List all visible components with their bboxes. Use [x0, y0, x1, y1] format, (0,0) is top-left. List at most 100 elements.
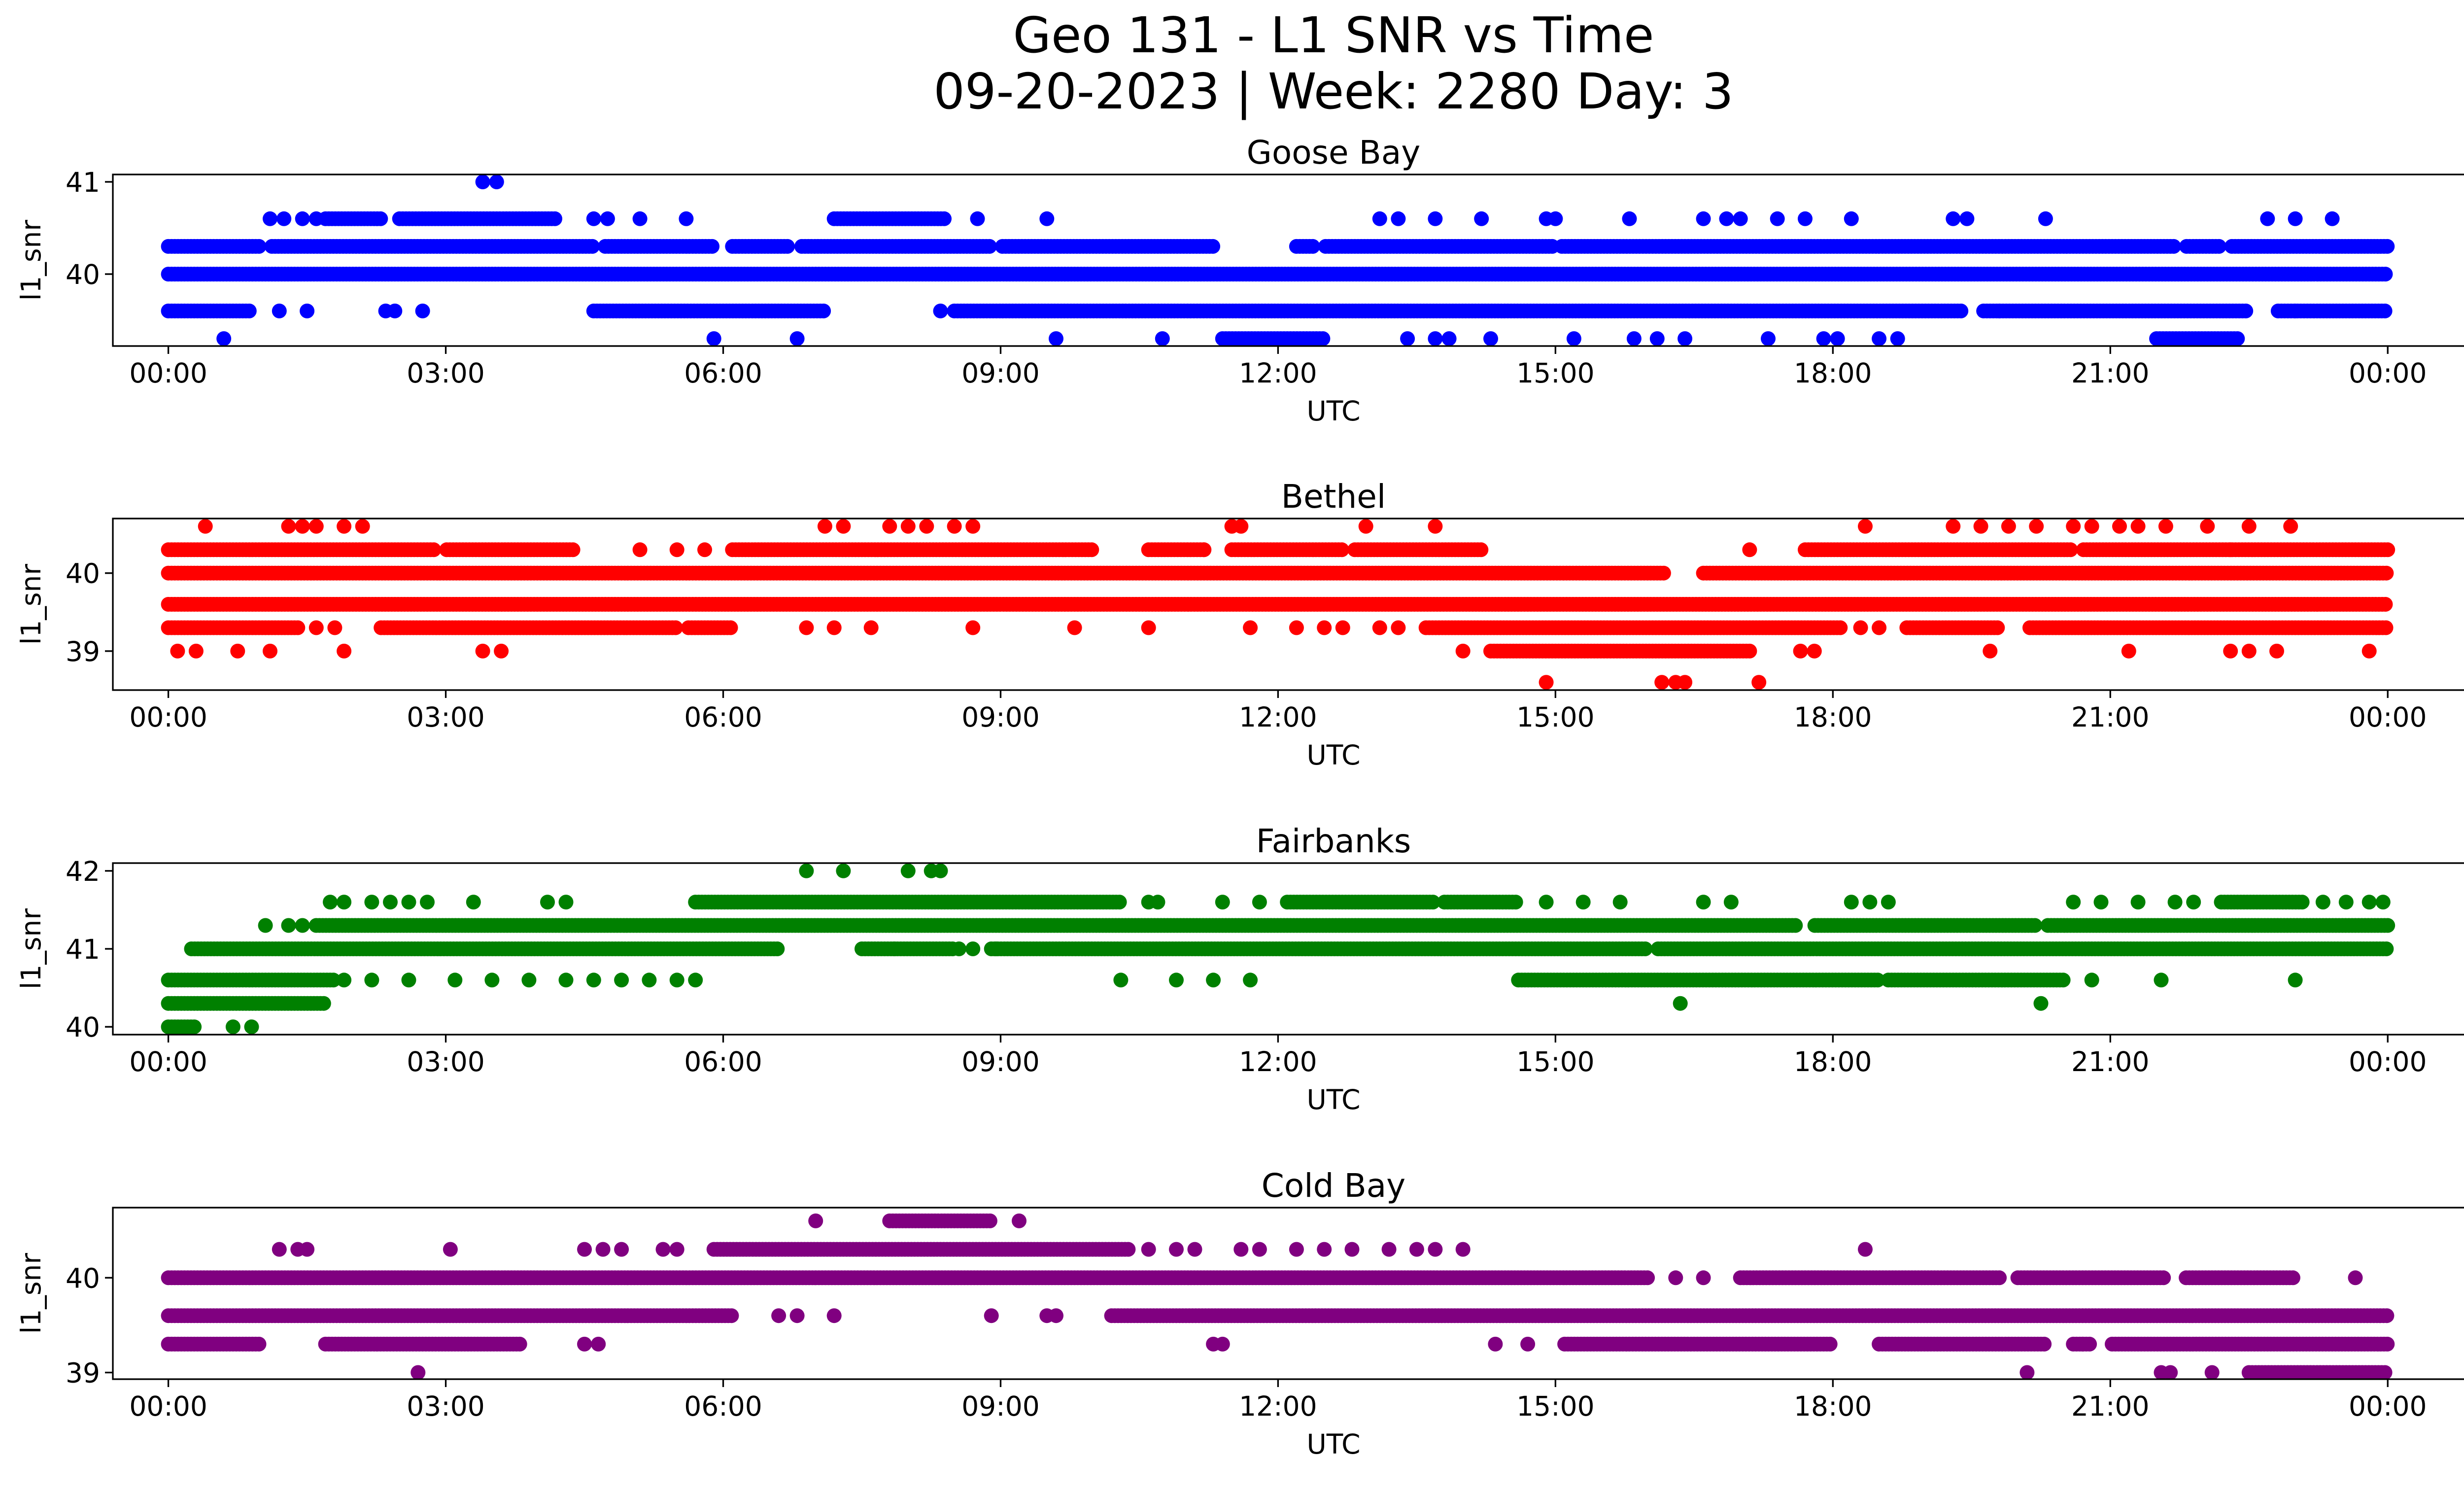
x-tick-label: 15:00	[1516, 357, 1595, 389]
data-point	[1872, 331, 1887, 346]
data-point	[251, 239, 267, 254]
x-tick-label: 00:00	[2349, 357, 2427, 389]
data-point	[1141, 620, 1156, 635]
data-point	[1992, 303, 2007, 318]
data-point	[1243, 620, 1258, 635]
data-point	[789, 331, 805, 346]
data-point	[2380, 239, 2395, 254]
data-point	[308, 620, 324, 635]
data-point	[263, 211, 277, 226]
data-point	[373, 211, 388, 226]
data-point	[308, 519, 324, 534]
data-point	[2223, 643, 2238, 659]
x-axis-label: UTC	[1306, 395, 1360, 427]
data-point	[1853, 620, 1868, 635]
data-point	[337, 643, 352, 659]
data-point	[799, 620, 814, 635]
data-point	[1372, 620, 1387, 635]
y-tick-label: 40	[66, 259, 100, 290]
data-point	[1205, 239, 1221, 254]
figure-title-line-1: Geo 131 - L1 SNR vs Time	[1013, 6, 1654, 64]
data-point	[1334, 542, 1349, 557]
data-point	[2378, 267, 2393, 282]
y-tick-label: 39	[66, 636, 100, 667]
data-point	[600, 211, 615, 226]
data-point	[1233, 519, 1249, 534]
data-point	[415, 303, 430, 318]
data-point	[170, 643, 185, 659]
data-point	[2378, 597, 2393, 612]
data-point	[1654, 675, 1670, 690]
data-point	[1798, 211, 1813, 226]
data-point	[548, 211, 562, 226]
data-point	[2380, 542, 2396, 557]
data-point	[230, 643, 245, 659]
data-point	[1696, 211, 1711, 226]
data-point	[1793, 643, 1808, 659]
data-point	[426, 542, 442, 557]
data-point	[723, 620, 738, 635]
data-point	[2230, 331, 2245, 346]
x-tick-label: 18:00	[1794, 357, 1872, 389]
data-point	[475, 174, 490, 189]
data-point	[1428, 211, 1443, 226]
data-point	[263, 643, 277, 659]
x-tick-label: 03:00	[407, 701, 485, 733]
data-point	[1473, 542, 1489, 557]
data-point	[281, 519, 296, 534]
data-point	[1959, 211, 1975, 226]
data-point	[1400, 331, 1415, 346]
data-point	[585, 239, 600, 254]
data-point	[1372, 211, 1387, 226]
data-point	[1844, 211, 1859, 226]
data-point	[2283, 519, 2298, 534]
data-point	[1315, 331, 1331, 346]
x-tick-label: 00:00	[129, 701, 207, 733]
data-point	[770, 941, 785, 956]
x-tick-label: 09:00	[961, 357, 1040, 389]
data-point	[933, 303, 948, 318]
data-point	[863, 620, 879, 635]
x-tick-label: 09:00	[961, 701, 1040, 733]
data-point	[1197, 542, 1212, 557]
data-point	[295, 519, 310, 534]
data-point	[2269, 643, 2284, 659]
data-point	[1677, 331, 1693, 346]
data-point	[900, 519, 916, 534]
data-point	[1761, 331, 1776, 346]
data-point	[1677, 675, 1693, 690]
data-point	[241, 303, 257, 318]
data-point	[1890, 331, 1905, 346]
data-point	[308, 211, 324, 226]
data-point	[2001, 519, 2016, 534]
data-point	[489, 174, 504, 189]
data-point	[937, 211, 952, 226]
x-tick-label: 06:00	[684, 701, 762, 733]
data-point	[697, 542, 712, 557]
data-point	[1983, 643, 1998, 659]
data-point	[1049, 331, 1063, 346]
data-point	[586, 211, 601, 226]
data-point	[2084, 519, 2099, 534]
data-point	[817, 519, 832, 534]
data-point	[2130, 519, 2146, 534]
data-point	[2325, 211, 2340, 226]
data-point	[272, 303, 287, 318]
data-point	[1428, 519, 1443, 534]
data-point	[2066, 519, 2081, 534]
data-point	[276, 211, 292, 226]
data-point	[965, 620, 981, 635]
y-axis-label: l1_snr	[15, 564, 47, 645]
data-point	[679, 211, 694, 226]
data-point	[2288, 211, 2303, 226]
x-tick-label: 12:00	[1239, 357, 1317, 389]
x-tick-label: 12:00	[1239, 701, 1317, 733]
x-axis-label: UTC	[1306, 739, 1360, 771]
data-point	[1441, 331, 1457, 346]
data-point	[1539, 675, 1554, 690]
data-point	[2241, 519, 2257, 534]
